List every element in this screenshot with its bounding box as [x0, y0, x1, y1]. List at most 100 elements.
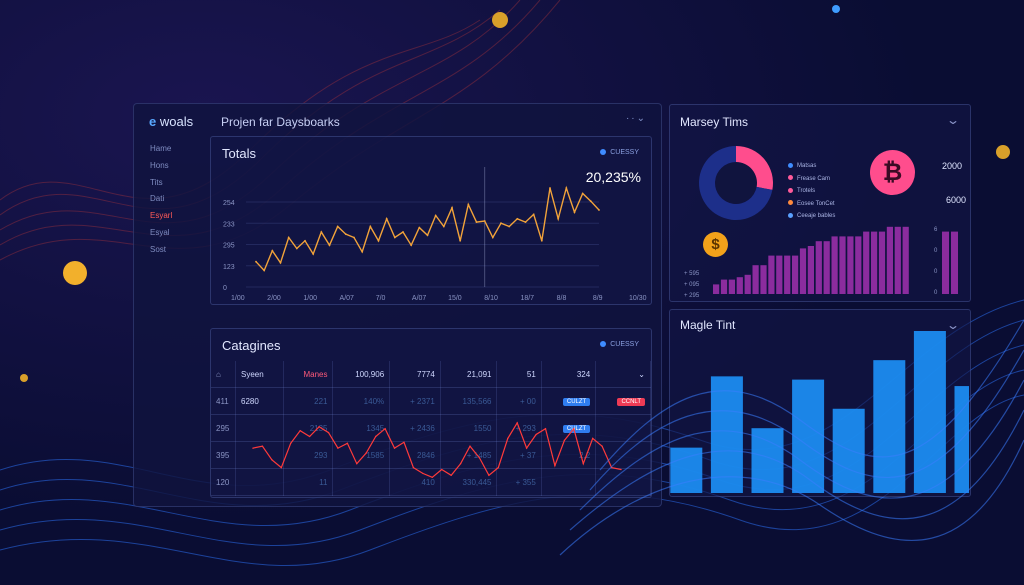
sidebar-item-esyal[interactable]: Esyal — [150, 227, 170, 237]
y-tick-label: 0 — [934, 269, 938, 275]
sidebar-item-hons[interactable]: Hons — [150, 160, 169, 170]
table-row[interactable]: 411 6280 221 140% + 2371 135,566 + 00 CULZT CCNL… — [211, 387, 651, 415]
x-tick-label: 8/8 — [557, 295, 567, 302]
table-cell: + 00 — [496, 387, 542, 415]
table-cell: + 355 — [496, 468, 542, 496]
y-tick-label: 0 — [223, 285, 227, 292]
bar — [954, 386, 969, 493]
table-cell: 11 — [283, 468, 334, 496]
bitcoin-icon: ₿ — [870, 150, 915, 195]
data-point — [467, 203, 470, 206]
status-badge[interactable]: CCNLT — [617, 398, 645, 406]
table-cell: + 293 — [496, 414, 542, 442]
data-point — [508, 225, 511, 228]
data-point — [402, 231, 404, 233]
x-tick-label: 18/7 — [520, 295, 534, 302]
legend-label: Ceeaje bables — [797, 213, 836, 219]
bar — [720, 279, 728, 294]
x-tick-label: 1/00 — [303, 295, 317, 302]
y-tick-label: 6 — [934, 227, 938, 233]
filter-dot-icon — [600, 341, 607, 348]
data-point — [573, 211, 576, 214]
money-value-bottom: 6000 — [946, 195, 967, 205]
data-point — [426, 234, 429, 237]
y-tick-label: 233 — [223, 221, 235, 228]
table-cell: 6280 — [235, 387, 284, 415]
data-point — [442, 225, 445, 228]
table-cell — [595, 468, 651, 496]
sidebar: e woals Hame Hons Tits Dati Esyarl Esyal… — [134, 104, 204, 506]
legend-item: Matsas — [788, 160, 835, 173]
y-tick-label: 254 — [223, 200, 235, 207]
legend-swatch — [788, 162, 793, 168]
table-row[interactable]: ⌂ Syeen Manes 100,906 7774 21,091 51 324 ⌄ — [211, 361, 651, 388]
data-point — [524, 221, 527, 223]
bar — [831, 236, 838, 294]
bar — [878, 231, 886, 294]
table-cell: + 2371 — [389, 387, 441, 415]
bar — [736, 277, 743, 294]
bar — [902, 226, 909, 294]
table-cell: + 2436 — [389, 414, 441, 442]
chevron-down-icon[interactable]: ⌄ — [945, 113, 961, 127]
logo-mark: e — [149, 114, 157, 129]
data-point — [369, 225, 372, 228]
categories-title: Catagines — [222, 338, 281, 353]
dollar-coin-icon: $ — [703, 232, 728, 257]
sidebar-item-sost[interactable]: Sost — [150, 244, 167, 254]
data-point — [540, 239, 543, 242]
data-point — [500, 222, 502, 225]
table-cell — [595, 441, 651, 469]
bar — [942, 231, 949, 294]
totals-filter[interactable]: CUESSY — [600, 149, 639, 156]
bar — [815, 241, 822, 294]
table-cell: 1345 — [332, 414, 391, 442]
x-tick-label: 8/9 — [593, 295, 603, 302]
categories-filter[interactable]: CUESSY — [600, 341, 639, 348]
table-row[interactable]: 395 293 1585 2846 + 1485 + 37 2,2 — [211, 441, 651, 469]
table-cell: Syeen — [235, 361, 284, 388]
table-cell: CULZT — [541, 387, 597, 415]
sidebar-item-hame[interactable]: Hame — [150, 144, 172, 153]
logo-text: woals — [159, 114, 194, 129]
sidebar-item-tits[interactable]: Tits — [150, 177, 163, 187]
x-tick-label: 7/0 — [376, 295, 386, 302]
legend-item: Eosee TonCet — [788, 198, 835, 211]
more-icon[interactable]: ··⌄ — [625, 113, 647, 124]
status-badge[interactable]: CULZT — [562, 398, 591, 406]
data-point — [491, 236, 494, 239]
legend-swatch — [788, 212, 793, 218]
sidebar-item-esyarl[interactable]: Esyarl — [150, 211, 173, 221]
money-value-top: 2000 — [942, 161, 963, 171]
table-row[interactable]: 120 11 410 330,445 + 355 — [211, 468, 651, 496]
bar — [751, 428, 784, 493]
data-point — [344, 233, 347, 236]
data-point — [549, 187, 551, 189]
x-tick-label: 15/0 — [448, 295, 462, 302]
bar — [847, 236, 854, 294]
y-tick-label: 123 — [223, 264, 235, 271]
money-legend: Matsas Frease Cam Trotels Eosee TonCet Ceeaj… — [788, 160, 835, 223]
bar — [792, 255, 799, 294]
totals-series-line — [255, 185, 600, 272]
legend-label: Trotels — [797, 188, 816, 194]
totals-value: 20,235% — [585, 169, 641, 185]
table-cell: 324 — [541, 361, 597, 388]
table-cell — [235, 414, 284, 442]
data-point — [304, 239, 306, 242]
bar — [713, 284, 720, 294]
sidebar-item-dati[interactable]: Dati — [150, 194, 165, 204]
bar — [776, 255, 783, 294]
data-point — [581, 192, 584, 195]
table-cell: + 37 — [496, 441, 542, 469]
data-point — [271, 249, 274, 252]
data-point — [393, 236, 396, 239]
data-point — [418, 226, 421, 229]
app-logo[interactable]: e woals — [149, 114, 193, 129]
table-cell: 135,566 — [440, 387, 498, 415]
totals-line-chart[interactable]: 254 233 295 123 0 1/00 2/00 1/00 A/07 7/0 A/07 15/0… — [211, 137, 651, 304]
data-point — [483, 220, 486, 222]
table-row[interactable]: 295 2135 1345 + 2436 1550 + 293 CULZT — [211, 414, 651, 442]
bar — [823, 241, 830, 294]
status-badge[interactable]: CULZT — [562, 425, 591, 433]
